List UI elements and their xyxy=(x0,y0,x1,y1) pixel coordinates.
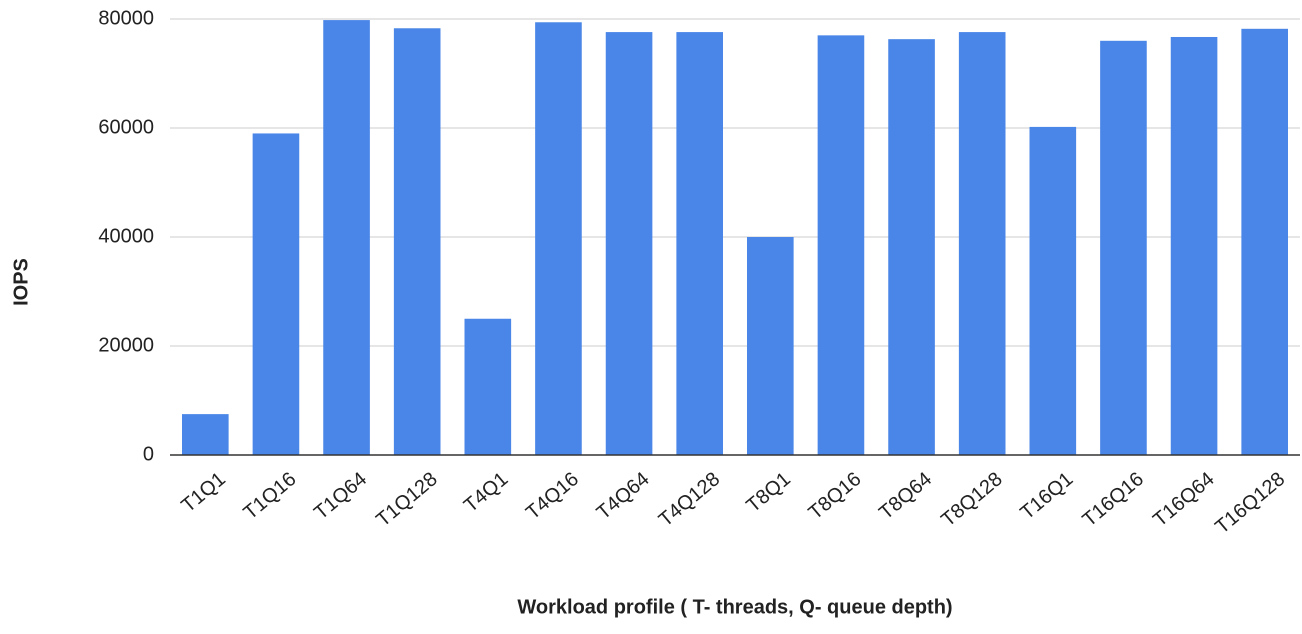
x-tick-label: T4Q64 xyxy=(593,468,654,524)
x-tick-label: T16Q128 xyxy=(1211,468,1289,538)
bar xyxy=(888,39,935,455)
y-tick-label: 0 xyxy=(143,443,154,465)
x-tick-label: T8Q16 xyxy=(805,468,866,524)
x-tick-label: T4Q16 xyxy=(522,468,583,524)
y-tick-label: 80000 xyxy=(98,7,154,29)
bar xyxy=(1029,126,1077,455)
bar xyxy=(182,414,229,455)
x-tick-label: T1Q128 xyxy=(372,468,442,531)
x-tick-label: T8Q64 xyxy=(875,468,936,524)
bar xyxy=(535,22,582,456)
bar xyxy=(1100,40,1147,456)
bar xyxy=(1241,28,1288,456)
x-tick-label: T16Q1 xyxy=(1016,468,1077,524)
y-tick-label: 40000 xyxy=(98,225,154,247)
x-tick-label: T16Q16 xyxy=(1079,468,1149,531)
x-tick-label: T8Q128 xyxy=(937,468,1007,531)
bar xyxy=(605,32,653,456)
bar xyxy=(464,318,512,455)
x-tick-label: T1Q1 xyxy=(177,468,229,517)
x-tick-label: T1Q16 xyxy=(240,468,301,524)
bar xyxy=(958,32,1006,456)
x-tick-label: T4Q1 xyxy=(460,468,512,517)
x-tick-label: T4Q128 xyxy=(655,468,725,531)
x-axis-title: Workload profile ( T- threads, Q- queue … xyxy=(517,596,952,618)
bar xyxy=(676,32,723,456)
bar xyxy=(393,28,441,455)
x-tick-label: T8Q1 xyxy=(742,468,794,517)
x-tick-label: T16Q64 xyxy=(1149,468,1219,531)
x-tick-label: T1Q64 xyxy=(310,468,371,524)
bar xyxy=(817,35,865,455)
y-axis-title: IOPS xyxy=(10,258,32,306)
bar xyxy=(323,20,370,456)
bar xyxy=(1170,36,1218,456)
y-tick-label: 60000 xyxy=(98,116,154,138)
bar xyxy=(747,237,794,455)
y-tick-label: 20000 xyxy=(98,334,154,356)
bar xyxy=(252,133,300,455)
